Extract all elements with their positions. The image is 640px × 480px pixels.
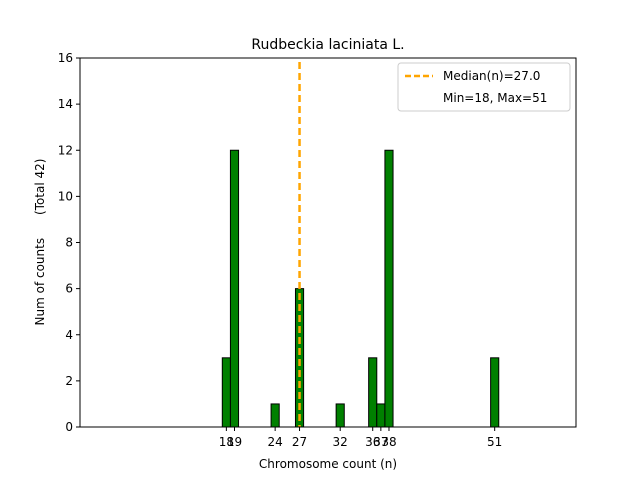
legend: Median(n)=27.0 Min=18, Max=51 bbox=[398, 63, 570, 111]
y-tick-label-2: 2 bbox=[65, 374, 73, 388]
bar-36 bbox=[369, 358, 377, 427]
chart-title: Rudbeckia laciniata L. bbox=[251, 37, 404, 53]
y-tick-label-10: 10 bbox=[58, 189, 73, 203]
y-tick-label-8: 8 bbox=[65, 236, 73, 250]
bar-18 bbox=[222, 358, 230, 427]
y-axis: 0 2 4 6 8 10 12 14 16 bbox=[58, 51, 80, 434]
bar-51 bbox=[491, 358, 499, 427]
bars-layer bbox=[222, 150, 498, 427]
bar-32 bbox=[336, 404, 344, 427]
y-axis-label: Num of counts (Total 42) bbox=[33, 159, 47, 326]
x-tick-label-32: 32 bbox=[333, 435, 348, 449]
y-tick-label-14: 14 bbox=[58, 97, 73, 111]
bar-19 bbox=[230, 150, 238, 427]
x-tick-label-27: 27 bbox=[292, 435, 307, 449]
y-tick-label-6: 6 bbox=[65, 282, 73, 296]
legend-entry-median: Median(n)=27.0 bbox=[443, 69, 540, 83]
legend-entry-minmax: Min=18, Max=51 bbox=[443, 91, 547, 105]
y-tick-label-12: 12 bbox=[58, 143, 73, 157]
x-tick-label-51: 51 bbox=[487, 435, 502, 449]
x-tick-label-24: 24 bbox=[268, 435, 283, 449]
y-tick-label-4: 4 bbox=[65, 328, 73, 342]
bar-38 bbox=[385, 150, 393, 427]
bar-24 bbox=[271, 404, 279, 427]
y-tick-label-16: 16 bbox=[58, 51, 73, 65]
plot-frame bbox=[80, 58, 576, 427]
bar-37 bbox=[377, 404, 385, 427]
y-tick-label-0: 0 bbox=[65, 420, 73, 434]
x-tick-label-38: 38 bbox=[381, 435, 396, 449]
x-axis-label: Chromosome count (n) bbox=[259, 457, 397, 471]
x-tick-label-19: 19 bbox=[227, 435, 242, 449]
